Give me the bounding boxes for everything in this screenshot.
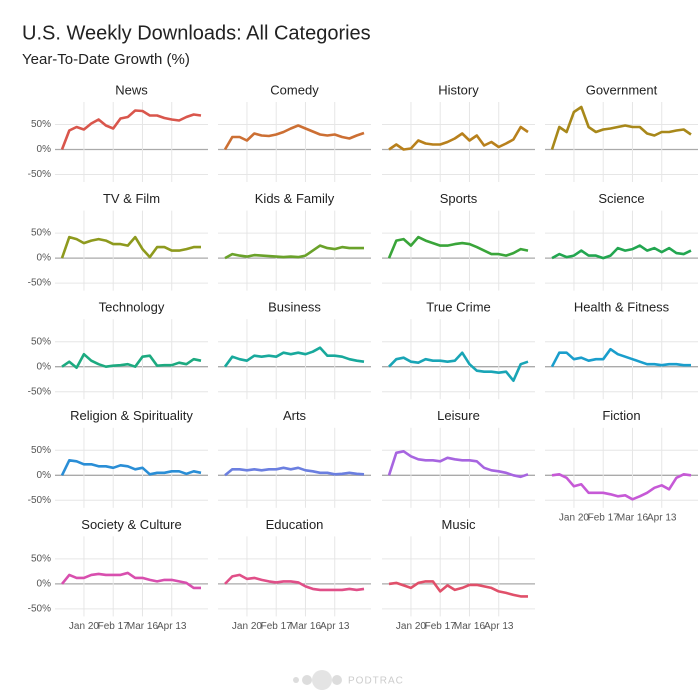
x-tick-label: Feb 17	[425, 621, 457, 632]
x-tick-label: Mar 16	[454, 621, 486, 632]
y-tick-label: -50%	[28, 495, 51, 506]
panel-title: Science	[598, 191, 644, 206]
y-tick-label: 50%	[31, 119, 51, 130]
x-tick-label: Mar 16	[617, 512, 649, 523]
y-tick-label: -50%	[28, 604, 51, 615]
series-line	[224, 244, 364, 260]
panel-title: Sports	[440, 191, 478, 206]
y-tick-label: 0%	[37, 470, 52, 481]
x-tick-label: Feb 17	[98, 621, 130, 632]
x-tick-label: Jan 20	[232, 621, 262, 632]
x-tick-label: Jan 20	[69, 621, 99, 632]
y-tick-label: 50%	[31, 336, 51, 347]
x-tick-label: Mar 16	[127, 621, 159, 632]
series-line	[388, 580, 528, 598]
series-line	[60, 109, 202, 150]
panel-title: True Crime	[426, 300, 491, 315]
x-tick-label: Feb 17	[261, 621, 293, 632]
panel-title: Fiction	[602, 408, 640, 423]
series-line	[387, 450, 529, 479]
x-tick-label: Apr 13	[157, 621, 187, 632]
panel-title: Business	[268, 300, 321, 315]
x-tick-label: Apr 13	[484, 621, 514, 632]
y-tick-label: 0%	[37, 253, 52, 264]
series-line	[223, 346, 365, 368]
series-line	[550, 105, 692, 150]
series-line	[61, 352, 202, 369]
panel-title: Religion & Spirituality	[70, 408, 193, 423]
panel-title: Government	[586, 82, 658, 97]
series-line	[224, 466, 365, 477]
series-line	[388, 125, 529, 151]
x-tick-label: Apr 13	[647, 512, 677, 523]
y-tick-label: -50%	[28, 278, 51, 289]
panel-title: Leisure	[437, 408, 480, 423]
panel-title: News	[115, 82, 148, 97]
series-line	[388, 351, 529, 382]
y-tick-label: 50%	[31, 445, 51, 456]
series-line	[60, 459, 202, 476]
panel-title: Kids & Family	[255, 191, 335, 206]
panel-title: Music	[442, 517, 476, 532]
y-tick-label: 0%	[37, 144, 52, 155]
source: PODTRAC	[348, 676, 404, 687]
panel-title: History	[438, 82, 479, 97]
panel-title: Technology	[99, 300, 165, 315]
x-tick-label: Apr 13	[320, 621, 350, 632]
panel-title: TV & Film	[103, 191, 160, 206]
panel-title: Arts	[283, 408, 307, 423]
x-tick-label: Jan 20	[396, 621, 426, 632]
source-logo	[293, 670, 342, 690]
series-line	[551, 244, 692, 260]
y-tick-label: -50%	[28, 386, 51, 397]
series-line	[550, 347, 691, 368]
y-tick-label: 0%	[37, 361, 52, 372]
series-line	[224, 573, 365, 592]
x-tick-label: Feb 17	[588, 512, 620, 523]
panel-title: Health & Fitness	[574, 300, 670, 315]
series-line	[60, 571, 201, 590]
x-tick-label: Jan 20	[559, 512, 589, 523]
series-line	[60, 235, 201, 259]
panel-title: Comedy	[270, 82, 319, 97]
series-line	[551, 473, 692, 501]
chart-title: U.S. Weekly Downloads: All Categories	[22, 22, 371, 44]
y-tick-label: 0%	[37, 579, 52, 590]
y-tick-label: 50%	[31, 554, 51, 565]
series-line	[387, 235, 529, 259]
x-tick-label: Mar 16	[290, 621, 322, 632]
y-tick-label: 50%	[31, 228, 51, 239]
panel-title: Education	[266, 517, 324, 532]
panel-title: Society & Culture	[81, 517, 181, 532]
y-tick-label: -50%	[28, 169, 51, 180]
series-line	[223, 124, 365, 151]
chart-subtitle: Year-To-Date Growth (%)	[22, 51, 190, 68]
